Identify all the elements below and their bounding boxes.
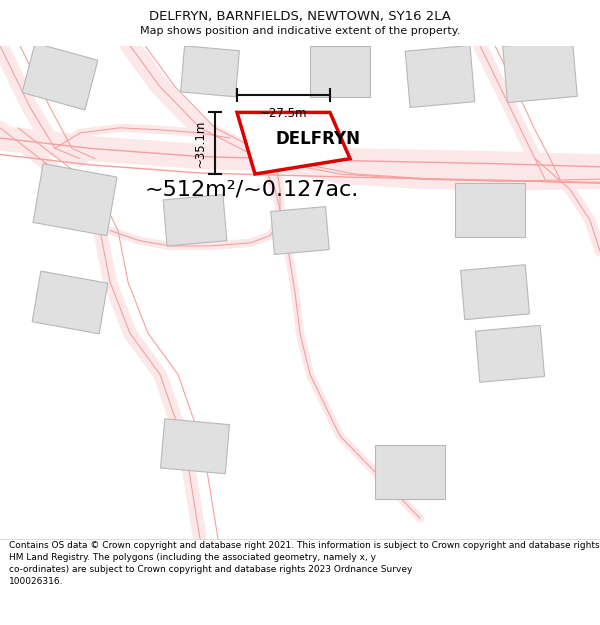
- Text: ~35.1m: ~35.1m: [194, 119, 207, 167]
- Polygon shape: [455, 183, 525, 237]
- Polygon shape: [32, 271, 108, 334]
- Text: Map shows position and indicative extent of the property.: Map shows position and indicative extent…: [140, 26, 460, 36]
- Polygon shape: [475, 326, 545, 382]
- Text: ~512m²/~0.127ac.: ~512m²/~0.127ac.: [145, 179, 359, 199]
- Polygon shape: [461, 265, 529, 319]
- Polygon shape: [237, 112, 350, 174]
- Polygon shape: [163, 194, 227, 246]
- Text: ~27.5m: ~27.5m: [260, 107, 307, 120]
- Polygon shape: [271, 207, 329, 254]
- Polygon shape: [503, 40, 577, 102]
- Polygon shape: [161, 419, 229, 474]
- Polygon shape: [405, 46, 475, 108]
- Text: DELFRYN, BARNFIELDS, NEWTOWN, SY16 2LA: DELFRYN, BARNFIELDS, NEWTOWN, SY16 2LA: [149, 10, 451, 23]
- Polygon shape: [181, 46, 239, 97]
- Text: Contains OS data © Crown copyright and database right 2021. This information is : Contains OS data © Crown copyright and d…: [9, 541, 600, 586]
- Polygon shape: [310, 46, 370, 97]
- Polygon shape: [33, 164, 117, 236]
- Polygon shape: [22, 43, 98, 110]
- Text: DELFRYN: DELFRYN: [275, 131, 361, 148]
- Polygon shape: [375, 445, 445, 499]
